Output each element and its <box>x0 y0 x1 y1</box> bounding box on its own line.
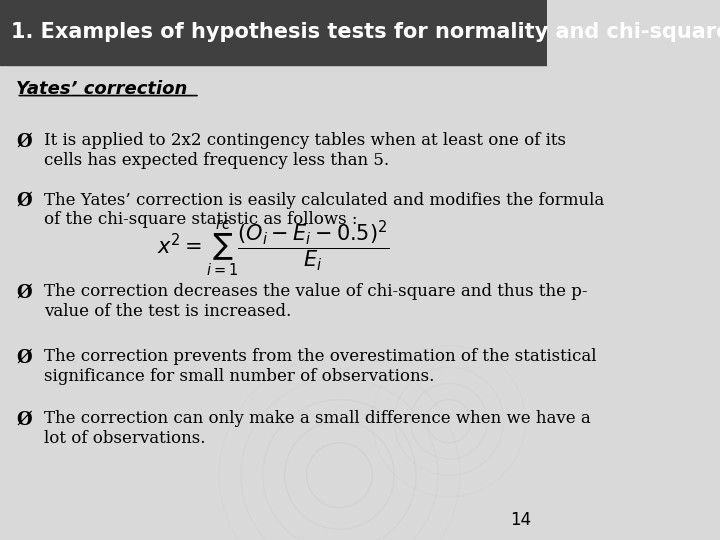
Text: 1. Examples of hypothesis tests for normality and chi-square: 1. Examples of hypothesis tests for norm… <box>11 22 720 43</box>
Text: The Yates’ correction is easily calculated and modifies the formula
of the chi-s: The Yates’ correction is easily calculat… <box>44 192 604 228</box>
Text: The correction decreases the value of chi-square and thus the p-
value of the te: The correction decreases the value of ch… <box>44 284 588 320</box>
Text: The correction prevents from the overestimation of the statistical
significance : The correction prevents from the overest… <box>44 348 596 385</box>
Bar <box>0 0 547 65</box>
Text: Ø: Ø <box>17 348 32 366</box>
Text: 14: 14 <box>510 511 531 529</box>
Text: Yates’ correction: Yates’ correction <box>17 80 188 98</box>
Text: Ø: Ø <box>17 410 32 428</box>
Text: Ø: Ø <box>17 192 32 210</box>
Text: It is applied to 2x2 contingency tables when at least one of its
cells has expec: It is applied to 2x2 contingency tables … <box>44 132 566 169</box>
Text: $x^{2} = \sum_{i=1}^{rc} \dfrac{(O_i - E_i - 0.5)^2}{E_i}$: $x^{2} = \sum_{i=1}^{rc} \dfrac{(O_i - E… <box>158 219 390 279</box>
Text: Ø: Ø <box>17 132 32 150</box>
Text: The correction can only make a small difference when we have a
lot of observatio: The correction can only make a small dif… <box>44 410 590 447</box>
Text: Ø: Ø <box>17 284 32 301</box>
